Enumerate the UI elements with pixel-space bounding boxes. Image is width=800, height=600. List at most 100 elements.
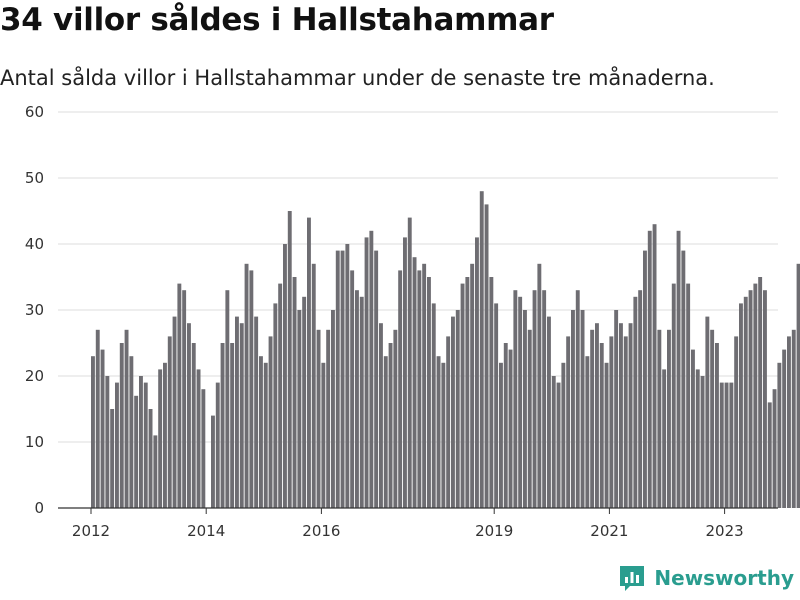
bar (297, 310, 302, 508)
bar (215, 382, 220, 508)
bar (734, 336, 739, 508)
bar (657, 329, 662, 508)
bar (441, 362, 446, 508)
newsworthy-brand: Newsworthy (618, 564, 794, 592)
bar (383, 356, 388, 508)
bar (350, 270, 355, 508)
bar (292, 277, 297, 508)
bar (542, 290, 547, 508)
bar (311, 263, 316, 508)
bar (595, 323, 599, 508)
bar (393, 329, 398, 508)
bar (772, 389, 777, 508)
bar (710, 329, 715, 508)
bar (163, 362, 167, 508)
bar (182, 290, 187, 508)
bar (407, 217, 412, 508)
brand-name: Newsworthy (654, 566, 794, 590)
bar (115, 382, 119, 508)
x-tick-label: 2019 (475, 522, 513, 540)
bar (153, 435, 158, 508)
bar (484, 204, 489, 508)
bar (307, 217, 311, 508)
bar (91, 356, 95, 508)
bar (403, 237, 407, 508)
bars (91, 191, 800, 509)
bar (374, 250, 379, 508)
bar (547, 316, 551, 508)
bar (777, 362, 782, 508)
bar (460, 283, 465, 508)
bar (364, 237, 369, 508)
bar (427, 277, 431, 508)
y-tick-label: 20 (25, 367, 44, 385)
bar (508, 349, 513, 508)
bar (782, 349, 787, 508)
bar (172, 316, 177, 508)
bar (643, 250, 647, 508)
bar (455, 310, 460, 508)
bar (729, 382, 734, 508)
bar (719, 382, 724, 508)
x-tick-label: 2014 (187, 522, 225, 540)
bar (561, 362, 566, 508)
bar (763, 290, 767, 508)
bar (580, 310, 585, 508)
bar (158, 369, 163, 508)
bar (681, 250, 686, 508)
bar (388, 343, 393, 508)
bar (110, 409, 115, 508)
bar (465, 277, 470, 508)
bar (220, 343, 225, 508)
bar (177, 283, 182, 508)
bar (359, 296, 364, 508)
y-tick-label: 10 (25, 433, 44, 451)
bar (652, 224, 657, 508)
x-axis-ticks: 2012201420162019202120232025 (72, 508, 744, 540)
bar (724, 382, 729, 508)
bar (302, 296, 307, 508)
bar (345, 244, 350, 508)
y-tick-label: 60 (25, 103, 44, 121)
chart-title: 34 villor såldes i Hallstahammar (0, 2, 554, 38)
bar (691, 349, 695, 508)
bar (705, 316, 710, 508)
bar (263, 362, 268, 508)
bar (556, 382, 561, 508)
bar (571, 310, 575, 508)
bar (211, 415, 215, 508)
bar (100, 349, 105, 508)
bar (614, 310, 619, 508)
bar (623, 336, 628, 508)
bar (412, 257, 417, 508)
bar (537, 263, 542, 508)
bar (758, 277, 763, 508)
bar (335, 250, 340, 508)
bar (316, 329, 321, 508)
bar (575, 290, 580, 508)
bar (748, 290, 753, 508)
bar (676, 230, 681, 509)
bar (532, 290, 537, 508)
bar (494, 303, 499, 508)
x-tick-label: 2021 (590, 522, 628, 540)
bar (230, 343, 235, 508)
bar (451, 316, 455, 508)
bar (513, 290, 518, 508)
bar (470, 263, 475, 508)
bar (287, 211, 292, 508)
bar (671, 283, 676, 508)
bar (201, 389, 206, 508)
bar (743, 296, 748, 508)
bar (273, 303, 278, 508)
bar (499, 362, 503, 508)
newsworthy-logo-icon (620, 566, 645, 591)
bar (518, 296, 523, 508)
bar (167, 336, 172, 508)
bar (191, 343, 196, 508)
bar (95, 329, 100, 508)
bar (196, 369, 201, 508)
bar (446, 336, 451, 508)
bar (609, 336, 614, 508)
bar (259, 356, 263, 508)
